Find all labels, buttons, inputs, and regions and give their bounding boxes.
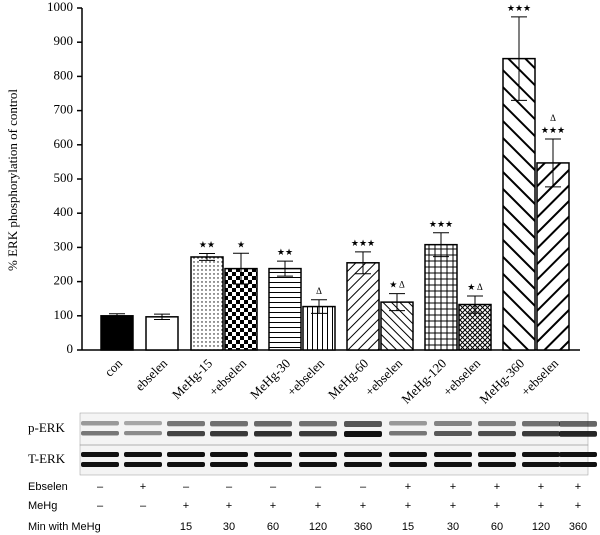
x-tick-label: con [101,355,125,379]
x-tick-label: MeHg-360 [476,356,527,407]
lane-cell: + [494,481,500,493]
lane-cell: – [97,500,104,512]
significance-label: ★ Δ [467,282,483,292]
lane-row-label: MeHg [28,500,57,512]
bar [145,316,179,351]
y-tick-label: 700 [54,102,74,117]
lane-cell: 120 [309,521,327,533]
y-tick-label: 1000 [47,0,73,14]
x-tick-label: +ebselen [284,355,328,399]
error-bar [545,138,561,188]
lane-cell: + [360,500,366,512]
lane-cell: – [226,481,233,493]
lane-cell: + [405,481,411,493]
error-bar [233,252,249,285]
lane-cell: + [405,500,411,512]
error-bar [467,295,483,314]
y-tick-label: 800 [54,67,74,82]
lane-cell: 30 [223,521,235,533]
lane-cell: + [183,500,189,512]
lane-cell: 360 [569,521,587,533]
blot-bands [81,421,597,467]
lane-cell: 15 [180,521,192,533]
significance-label: ★ [237,239,245,249]
y-tick-label: 500 [54,170,74,185]
x-tick-label: +ebselen [440,355,484,399]
error-bar [311,299,327,314]
lane-cell: + [575,481,581,493]
lane-cell: – [183,481,190,493]
lane-cell: 360 [354,521,372,533]
lane-cell: + [226,500,232,512]
lane-cell: – [97,481,104,493]
y-tick-label: 100 [54,307,74,322]
x-tick-label: ebselen [132,355,171,394]
significance-label: ★★ [199,240,215,250]
error-bar [277,260,293,277]
y-tick-label: 0 [67,341,74,356]
lane-cell: + [315,500,321,512]
x-tick-label: MeHg-120 [398,356,449,407]
lane-cell: 60 [267,521,279,533]
significance-label: ★★ [277,247,293,257]
lane-cell: 15 [402,521,414,533]
blot-row-label: p-ERK [28,420,65,435]
y-axis-title: % ERK phosphorylation of control [5,89,20,271]
x-tick-label: MeHg-60 [325,356,371,402]
error-bar [355,251,371,275]
error-bar [433,232,449,258]
lane-cell: – [270,481,277,493]
lane-cell: – [140,500,147,512]
bar [190,256,224,351]
y-tick-label: 400 [54,204,74,219]
lane-cell: – [315,481,322,493]
lane-row-label: Min with MeHg [28,521,101,533]
lane-cell: + [450,500,456,512]
lane-cell: + [494,500,500,512]
bar [346,262,380,351]
x-tick-label: +ebselen [518,355,562,399]
x-tick-label: MeHg-15 [169,356,215,402]
lane-cell: + [538,500,544,512]
significance-label: ★★★ [429,219,453,229]
significance-label: Δ [550,113,556,123]
significance-label: Δ [316,286,322,296]
error-bar [109,313,125,319]
bar [100,315,134,351]
lane-cell: 120 [532,521,550,533]
x-tick-label: +ebselen [206,355,250,399]
bar [536,162,570,351]
significance-label: ★★★ [351,238,375,248]
lane-cell: 60 [491,521,503,533]
x-tick-label: MeHg-30 [247,356,293,402]
lane-cell: + [538,481,544,493]
lane-cell: 30 [447,521,459,533]
bar [424,243,458,351]
blot-row-label: T-ERK [28,451,66,466]
significance-label: ★★★ [507,3,531,13]
lane-cell: + [140,481,146,493]
bar [268,267,302,351]
lane-cell: + [270,500,276,512]
x-tick-label: +ebselen [362,355,406,399]
lane-row-label: Ebselen [28,481,68,493]
lane-cell: + [450,481,456,493]
significance-label: ★★★ [541,125,565,135]
y-tick-label: 200 [54,273,74,288]
significance-label: ★ Δ [389,280,405,290]
error-bar [389,293,405,312]
y-tick-label: 300 [54,238,74,253]
y-tick-label: 600 [54,136,74,151]
bar [502,57,536,351]
error-bar [199,253,215,261]
lane-cell: – [360,481,367,493]
error-bar [511,16,527,101]
lane-cell: + [575,500,581,512]
error-bar [154,313,170,321]
y-tick-label: 900 [54,33,74,48]
